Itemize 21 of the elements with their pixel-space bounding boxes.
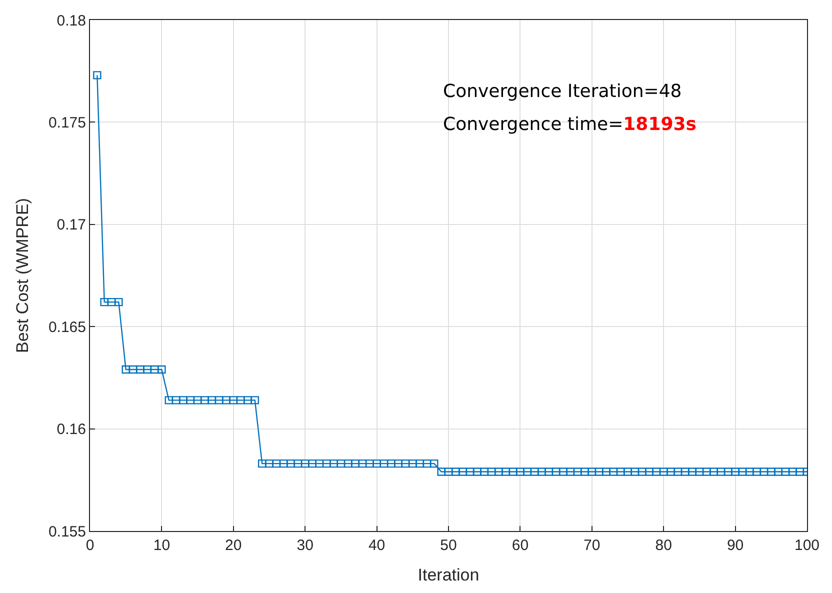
x-tick-label: 100	[794, 537, 820, 554]
y-tick-label: 0.155	[48, 523, 86, 540]
x-tick-label: 70	[584, 537, 600, 554]
x-axis-title: Iteration	[418, 565, 480, 584]
x-tick-label: 80	[655, 537, 672, 554]
y-tick-label: 0.17	[56, 216, 86, 234]
y-axis-title: Best Cost (WMPRE)	[13, 198, 32, 353]
x-tick-label: 30	[296, 537, 314, 554]
x-tick-label: 90	[726, 537, 744, 554]
x-tick-label: 10	[153, 537, 170, 554]
y-tick-label: 0.175	[48, 114, 86, 132]
x-tick-label: 0	[86, 537, 94, 554]
annotation: Convergence Iteration=48	[443, 81, 682, 102]
y-tick-label: 0.165	[48, 318, 86, 336]
y-tick-label: 0.16	[56, 421, 86, 438]
x-tick-label: 40	[368, 537, 386, 554]
x-tick-label: 60	[512, 537, 529, 554]
x-tick-label: 50	[440, 537, 457, 554]
annotation: Convergence time=18193s	[443, 114, 696, 135]
y-tick-label: 0.18	[56, 12, 86, 30]
x-tick-label: 20	[225, 537, 242, 554]
